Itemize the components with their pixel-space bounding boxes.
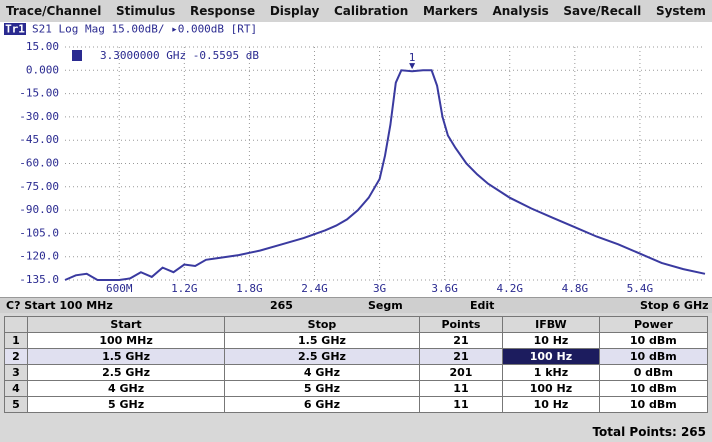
menu-item[interactable]: Save/Recall bbox=[563, 4, 642, 18]
index-header bbox=[4, 316, 28, 333]
y-tick-label: -60.00 bbox=[19, 157, 59, 170]
x-tick-label: 2.4G bbox=[301, 282, 328, 295]
column-header: IFBW bbox=[502, 316, 600, 333]
x-tick-label: 1.8G bbox=[236, 282, 263, 295]
cell: 4 GHz bbox=[224, 364, 420, 381]
y-tick-label: -120.0 bbox=[19, 250, 59, 263]
cell: 10 Hz bbox=[502, 396, 600, 413]
column-header: Stop bbox=[224, 316, 420, 333]
row-index: 5 bbox=[4, 396, 28, 413]
trace-header: S21 Log Mag 15.00dB/ ▸0.000dB [RT] bbox=[32, 23, 257, 36]
marker-readout: 3.3000000 GHz -0.5595 dB bbox=[100, 49, 259, 62]
cell: 5 GHz bbox=[224, 380, 420, 397]
trace-badge-bg bbox=[4, 23, 26, 35]
cell: 1.5 GHz bbox=[26, 348, 226, 365]
x-tick-label: 3G bbox=[373, 282, 386, 295]
x-tick-label: 4.2G bbox=[496, 282, 523, 295]
cell: 2.5 GHz bbox=[26, 364, 226, 381]
menu-item[interactable]: System bbox=[655, 4, 706, 18]
cell: 100 Hz bbox=[502, 348, 600, 365]
marker-label: 1 bbox=[409, 51, 416, 64]
chart: Tr1 S21 Log Mag 15.00dB/ ▸0.000dB [RT] 1… bbox=[0, 22, 712, 297]
y-tick-label: -30.00 bbox=[19, 110, 59, 123]
cell: 10 dBm bbox=[598, 332, 709, 349]
column-header: Start bbox=[26, 316, 226, 333]
cell: 10 dBm bbox=[598, 396, 709, 413]
cell: 201 bbox=[418, 364, 504, 381]
y-tick-label: -90.00 bbox=[19, 203, 59, 216]
cell: 4 GHz bbox=[26, 380, 226, 397]
cell: 1 kHz bbox=[502, 364, 600, 381]
menu-item[interactable]: Stimulus bbox=[115, 4, 176, 18]
y-tick-label: -135.0 bbox=[19, 273, 59, 286]
menu-item[interactable]: Display bbox=[269, 4, 320, 18]
y-tick-label: -15.00 bbox=[19, 87, 59, 100]
y-tick-label: -75.00 bbox=[19, 180, 59, 193]
cell: 21 bbox=[418, 332, 504, 349]
x-tick-label: 3.6G bbox=[431, 282, 458, 295]
status-field: Edit bbox=[470, 299, 495, 312]
total-points: Total Points: 265 bbox=[592, 425, 706, 439]
cell: 2.5 GHz bbox=[224, 348, 420, 365]
row-index: 4 bbox=[4, 380, 28, 397]
y-tick-label: 15.00 bbox=[26, 40, 59, 53]
cell: 100 Hz bbox=[502, 380, 600, 397]
x-tick-label: 4.8G bbox=[562, 282, 589, 295]
y-tick-label: -45.00 bbox=[19, 133, 59, 146]
cell: 1.5 GHz bbox=[224, 332, 420, 349]
status-field: 265 bbox=[270, 299, 293, 312]
status-field: Stop 6 GHz bbox=[640, 299, 709, 312]
cell: 11 bbox=[418, 380, 504, 397]
menu-item[interactable]: Trace/Channel bbox=[6, 4, 102, 18]
row-index: 3 bbox=[4, 364, 28, 381]
trace-badge: Tr1 bbox=[5, 23, 25, 36]
column-header: Power bbox=[598, 316, 709, 333]
marker-glyph bbox=[409, 63, 416, 70]
menu-item[interactable]: Analysis bbox=[492, 4, 549, 18]
x-tick-label: 1.2G bbox=[171, 282, 198, 295]
cell: 0 dBm bbox=[598, 364, 709, 381]
status-field: C? Start 100 MHz bbox=[6, 299, 113, 312]
x-tick-label: 600M bbox=[106, 282, 133, 295]
menu-item[interactable]: Markers bbox=[422, 4, 478, 18]
menu-bar: Trace/Channel Stimulus Response Display Cali… bbox=[0, 0, 712, 22]
marker-icon bbox=[72, 50, 82, 61]
status-bar: C? Start 100 MHz 265 Segm Edit Stop 6 GHz bbox=[0, 297, 712, 313]
cell: 10 dBm bbox=[598, 348, 709, 365]
cell: 100 MHz bbox=[26, 332, 226, 349]
y-tick-label: 0.000 bbox=[26, 63, 59, 76]
row-index: 1 bbox=[4, 332, 28, 349]
plot-background bbox=[0, 22, 712, 297]
cell: 10 Hz bbox=[502, 332, 600, 349]
cell: 21 bbox=[418, 348, 504, 365]
cell: 11 bbox=[418, 396, 504, 413]
segment-table: Start Stop Points IFBW Power 1 100 MHz 1.5 GHz 2… bbox=[4, 316, 709, 413]
cell: 10 dBm bbox=[598, 380, 709, 397]
cell: 6 GHz bbox=[224, 396, 420, 413]
x-tick-label: 5.4G bbox=[627, 282, 654, 295]
menu-item[interactable]: Calibration bbox=[333, 4, 409, 18]
trace-line bbox=[64, 69, 706, 281]
y-tick-label: -105.0 bbox=[19, 226, 59, 239]
row-index: 2 bbox=[4, 348, 28, 365]
segment-row[interactable]: 3 2.5 GHz 4 GHz 201 1 kHz 0 dBm bbox=[4, 364, 709, 381]
status-field: Segm bbox=[368, 299, 403, 312]
column-header: Points bbox=[418, 316, 504, 333]
cell: 5 GHz bbox=[26, 396, 226, 413]
segment-row[interactable]: 2 1.5 GHz 2.5 GHz 21 100 Hz 10 dBm bbox=[4, 348, 709, 365]
menu-item[interactable]: Response bbox=[189, 4, 256, 18]
segment-row[interactable]: 1 100 MHz 1.5 GHz 21 10 Hz 10 dBm bbox=[4, 332, 709, 349]
